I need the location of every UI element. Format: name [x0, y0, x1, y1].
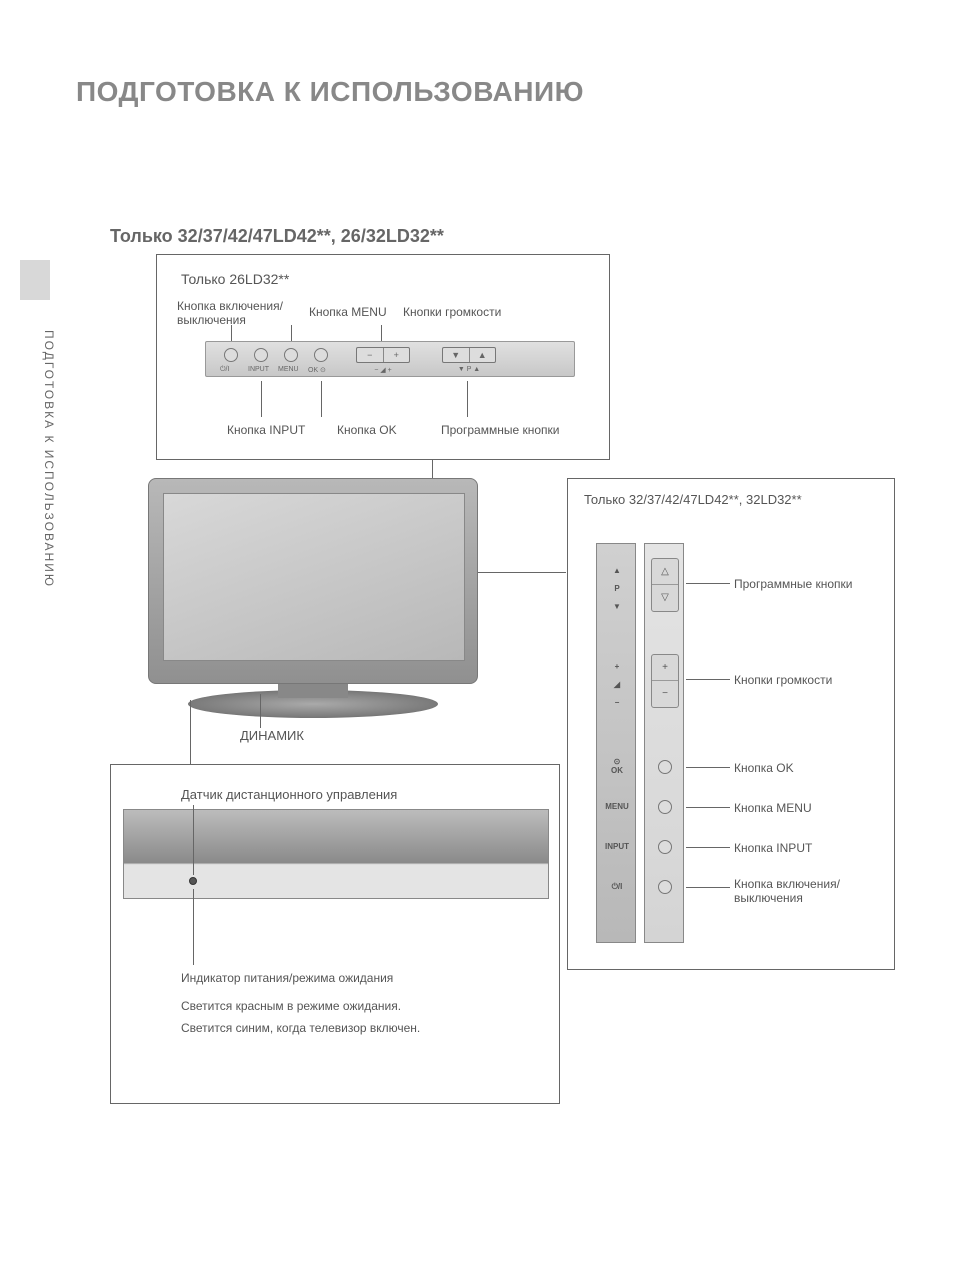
vol-minus: −	[357, 348, 384, 362]
menu-side-label: MENU	[597, 802, 637, 811]
callout-volume: Кнопки громкости	[734, 673, 832, 687]
prog-up: ▲	[470, 348, 496, 362]
vol-plus-label: +	[597, 662, 637, 671]
prog-label-text: ▼ P ▲	[440, 366, 498, 373]
connector-line	[432, 460, 433, 480]
lead-line	[231, 325, 232, 341]
tv-frame	[148, 478, 478, 684]
vertical-section-label: ПОДГОТОВКА К ИСПОЛЬЗОВАНИЮ	[42, 330, 56, 588]
connector-line	[478, 572, 566, 573]
vol-rocker-vertical: + −	[651, 654, 679, 708]
label-power-top: Кнопка включения/ выключения	[177, 299, 283, 327]
right-panel-title: Только 32/37/42/47LD42**, 32LD32**	[584, 491, 802, 509]
prog-down-btn: ▽	[652, 585, 678, 611]
top-panel-title: Только 26LD32**	[181, 271, 289, 287]
callout-input: Кнопка INPUT	[734, 841, 812, 855]
lead-line	[261, 381, 262, 417]
sensor-image	[123, 809, 549, 899]
tv-illustration	[148, 478, 478, 728]
volume-rocker: − +	[356, 347, 410, 363]
callout-line	[686, 679, 730, 680]
ok-button-icon	[314, 348, 328, 362]
ok-side-label: ⊙ OK	[597, 758, 637, 776]
callout-menu: Кнопка MENU	[734, 801, 812, 815]
vol-icon-label: ◢	[597, 680, 637, 689]
sensor-line3: Светится синим, когда телевизор включен.	[181, 1019, 420, 1038]
tv-screen	[163, 493, 465, 661]
side-panel-diagram: Только 32/37/42/47LD42**, 32LD32** ▲ P ▼…	[567, 478, 895, 970]
menu-button-icon	[284, 348, 298, 362]
p-down-label: ▼	[597, 602, 637, 611]
vol-minus-label: −	[597, 698, 637, 707]
sensor-line2: Светится красным в режиме ожидания.	[181, 997, 401, 1016]
lead-line	[467, 381, 468, 417]
ok-round-btn	[658, 760, 672, 774]
page-title: ПОДГОТОВКА К ИСПОЛЬЗОВАНИЮ	[76, 76, 584, 108]
prog-up-btn: △	[652, 559, 678, 585]
side-accent-bar	[20, 260, 50, 300]
side-col-labels: ▲ P ▼ + ◢ − ⊙ OK MENU INPUT ⏻/I	[596, 543, 636, 943]
menu-btn-text: MENU	[278, 366, 299, 373]
power-side-label: ⏻/I	[597, 882, 637, 892]
input-btn-text: INPUT	[248, 366, 269, 373]
power-btn-text: ⏻/I	[220, 366, 229, 374]
ok-btn-text: OK ⊙	[308, 366, 326, 374]
callout-line	[686, 887, 730, 888]
callout-ok: Кнопка OK	[734, 761, 794, 775]
lead-line	[381, 325, 382, 341]
vol-up-btn: +	[652, 655, 678, 681]
label-program-bottom: Программные кнопки	[441, 423, 559, 437]
side-panel-columns: ▲ P ▼ + ◢ − ⊙ OK MENU INPUT ⏻/I △ ▽ + −	[596, 543, 684, 943]
sensor-diagram: Датчик дистанционного управления Индикат…	[110, 764, 560, 1104]
program-rocker: ▼ ▲	[442, 347, 496, 363]
connector-line	[190, 700, 191, 764]
vol-plus: +	[384, 348, 410, 362]
vol-down-btn: −	[652, 681, 678, 707]
sensor-dot	[189, 877, 197, 885]
lead-line	[193, 805, 194, 875]
p-label: P	[597, 584, 637, 593]
input-side-label: INPUT	[597, 842, 637, 851]
vol-icon-text: − ◢ +	[354, 366, 412, 374]
prog-rocker-vertical: △ ▽	[651, 558, 679, 612]
label-menu-top: Кнопка MENU	[309, 305, 387, 319]
power-button-icon	[224, 348, 238, 362]
speaker-label: ДИНАМИК	[240, 728, 304, 743]
lead-line	[291, 325, 292, 341]
side-col-buttons: △ ▽ + −	[644, 543, 684, 943]
callout-power: Кнопка включения/ выключения	[734, 877, 840, 905]
callout-line	[686, 583, 730, 584]
sensor-title: Датчик дистанционного управления	[181, 787, 397, 802]
callout-program: Программные кнопки	[734, 577, 852, 591]
label-input-bottom: Кнопка INPUT	[227, 423, 305, 437]
top-panel-diagram: Только 26LD32** Кнопка включения/ выключ…	[156, 254, 610, 460]
input-round-btn	[658, 840, 672, 854]
button-strip: ⏻/I INPUT MENU OK ⊙ − + − ◢ + ▼ ▲ ▼ P ▲	[205, 341, 575, 377]
p-up-label: ▲	[597, 566, 637, 575]
label-volume-top: Кнопки громкости	[403, 305, 501, 319]
sensor-line1: Индикатор питания/режима ожидания	[181, 969, 393, 988]
lead-line	[193, 889, 194, 965]
lead-line	[321, 381, 322, 417]
callout-line	[686, 847, 730, 848]
input-button-icon	[254, 348, 268, 362]
callout-line	[686, 807, 730, 808]
label-ok-bottom: Кнопка OK	[337, 423, 397, 437]
menu-round-btn	[658, 800, 672, 814]
prog-down: ▼	[443, 348, 470, 362]
power-round-btn	[658, 880, 672, 894]
section-title: Только 32/37/42/47LD42**, 26/32LD32**	[110, 226, 444, 247]
callout-line	[686, 767, 730, 768]
lead-line	[260, 694, 261, 728]
